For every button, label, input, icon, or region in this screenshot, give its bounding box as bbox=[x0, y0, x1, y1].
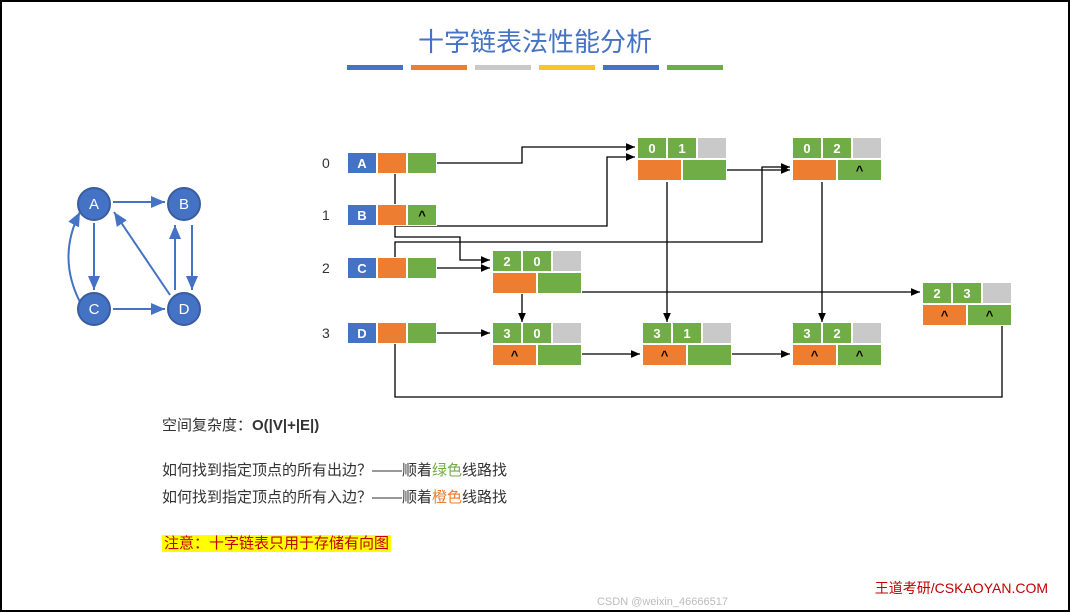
vertex-cell-0: A bbox=[347, 152, 437, 174]
graph-node-D: D bbox=[167, 292, 201, 326]
graph-node-A: A bbox=[77, 187, 111, 221]
complexity-value: O(|V|+|E|) bbox=[252, 417, 319, 434]
footer-text: 王道考研/CSKAOYAN.COM bbox=[875, 578, 1048, 598]
complexity-label: 空间复杂度： bbox=[162, 417, 252, 434]
qa-block: 如何找到指定顶点的所有出边？——顺着绿色线路找 如何找到指定顶点的所有入边？——… bbox=[162, 457, 507, 511]
edge-node-e30: 30^ bbox=[492, 322, 582, 366]
edge-node-e31: 31^ bbox=[642, 322, 732, 366]
graph-node-C: C bbox=[77, 292, 111, 326]
row-index-3: 3 bbox=[322, 325, 330, 341]
slide-frame: 十字链表法性能分析 bbox=[0, 0, 1070, 612]
q1-text-c: 线路找 bbox=[462, 462, 507, 479]
edge-node-e20: 20 bbox=[492, 250, 582, 294]
edge-node-e32: 32^^ bbox=[792, 322, 882, 366]
q2-text-c: 线路找 bbox=[462, 489, 507, 506]
row-index-2: 2 bbox=[322, 260, 330, 276]
q2-text-a: 如何找到指定顶点的所有入边？——顺着 bbox=[162, 489, 432, 506]
edge-node-e23: 23^^ bbox=[922, 282, 1012, 326]
complexity-line: 空间复杂度：O(|V|+|E|) bbox=[162, 412, 319, 439]
q2-orange: 橙色 bbox=[432, 489, 462, 506]
arrow-layer bbox=[2, 2, 1070, 612]
watermark-text: CSDN @weixin_46666517 bbox=[597, 596, 728, 608]
vertex-cell-2: C bbox=[347, 257, 437, 279]
vertex-cell-1: B^ bbox=[347, 204, 437, 226]
q1-text-a: 如何找到指定顶点的所有出边？——顺着 bbox=[162, 462, 432, 479]
q1-green: 绿色 bbox=[432, 462, 462, 479]
edge-node-e01: 01 bbox=[637, 137, 727, 181]
row-index-1: 1 bbox=[322, 207, 330, 223]
edge-node-e02: 02^ bbox=[792, 137, 882, 181]
diagram-area: A B C D 0 A 1 B^ 2 C 3 D 01 02^ 20 23^^ 30^ 31^ 32^^ 空间复… bbox=[2, 2, 1068, 610]
note-text: 注意：十字链表只用于存储有向图 bbox=[162, 535, 391, 552]
graph-node-B: B bbox=[167, 187, 201, 221]
note-block: 注意：十字链表只用于存储有向图 bbox=[162, 530, 391, 557]
row-index-0: 0 bbox=[322, 155, 330, 171]
vertex-cell-3: D bbox=[347, 322, 437, 344]
